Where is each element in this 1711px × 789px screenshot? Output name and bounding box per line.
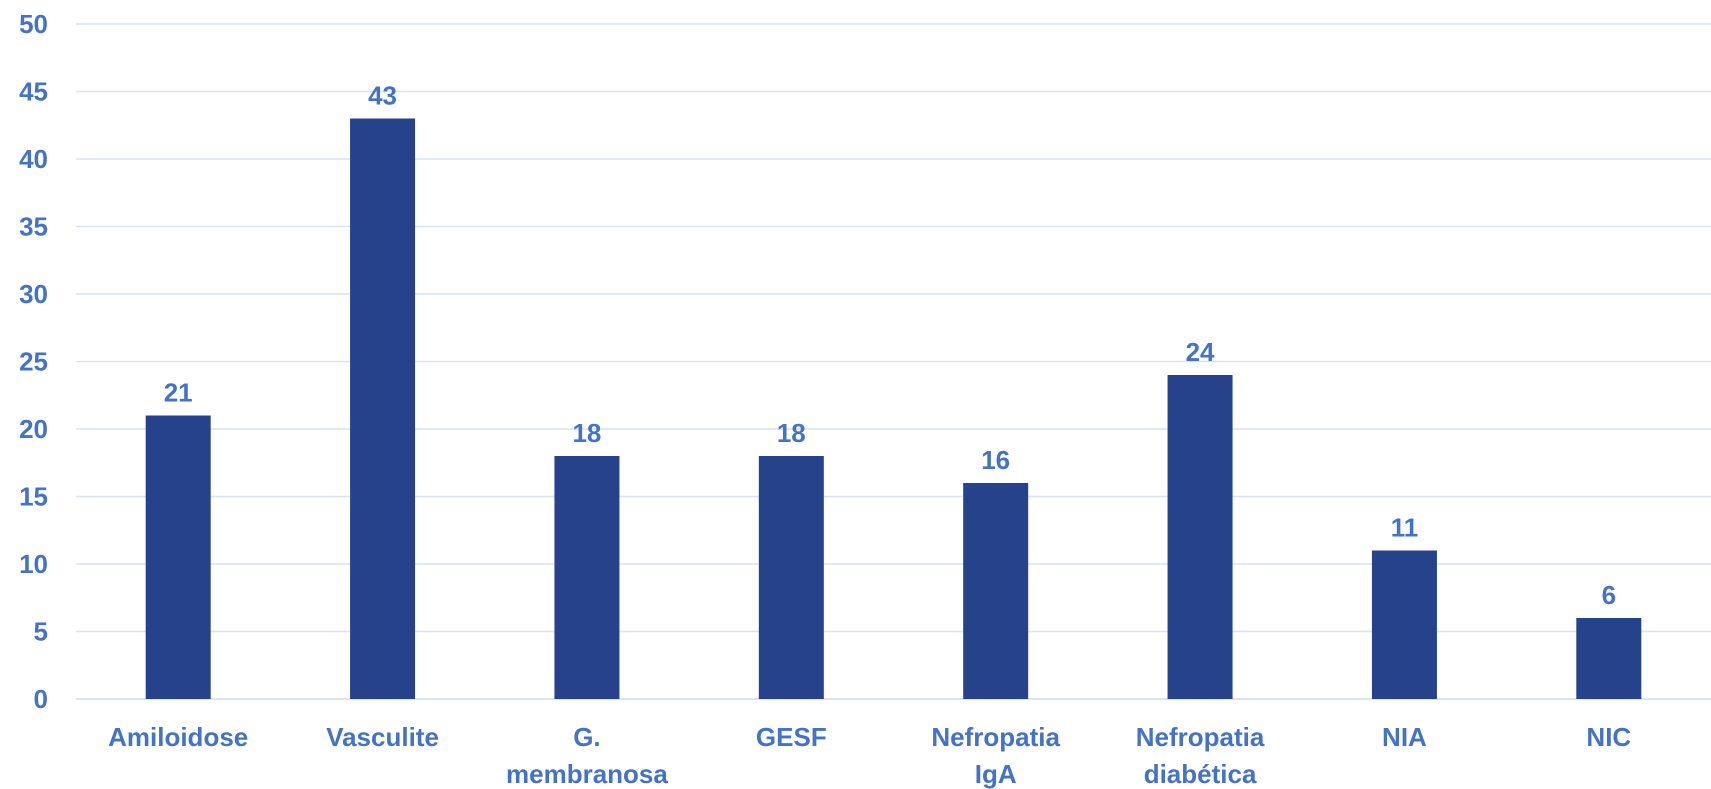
x-tick-label: NIC (1586, 722, 1631, 752)
x-tick-label: NIA (1382, 722, 1427, 752)
y-tick-label: 35 (19, 212, 48, 242)
x-tick-label: Vasculite (326, 722, 439, 752)
bars (145, 118, 1642, 699)
x-tick-label: Nefropatia IgA (931, 722, 1060, 789)
bar (758, 456, 824, 699)
data-label: 43 (368, 81, 397, 111)
y-tick-label: 40 (19, 144, 48, 174)
x-tick-label: G. membranosa (506, 722, 668, 789)
bar (1167, 375, 1233, 699)
bar (963, 483, 1029, 699)
x-tick-label: Amiloidose (108, 722, 248, 752)
y-tick-label: 50 (19, 9, 48, 39)
data-label: 11 (1391, 513, 1419, 543)
x-axis: Amiloidose Vasculite G. membranosa GESF Nefro… (108, 722, 1631, 789)
data-label: 16 (981, 445, 1010, 475)
bar (145, 415, 211, 699)
data-label: 18 (572, 418, 601, 448)
y-tick-label: 20 (19, 414, 48, 444)
data-label: 6 (1602, 580, 1616, 610)
y-axis: 0 5 10 15 20 25 30 35 40 45 50 (19, 9, 48, 714)
data-label: 21 (164, 378, 193, 408)
x-tick-label: GESF (756, 722, 827, 752)
y-tick-label: 45 (19, 77, 48, 107)
bar (1371, 550, 1437, 699)
bar (350, 118, 416, 699)
y-tick-label: 15 (19, 482, 48, 512)
y-tick-label: 5 (34, 617, 48, 647)
bar (554, 456, 620, 699)
bar (1576, 618, 1642, 699)
data-labels: 21 43 18 18 16 24 11 6 (164, 81, 1616, 611)
data-label: 24 (1186, 337, 1215, 367)
gridlines (76, 23, 1711, 700)
y-tick-label: 0 (34, 684, 48, 714)
y-tick-label: 10 (19, 549, 48, 579)
x-tick-label: Nefropatia diabética (1136, 722, 1265, 789)
y-tick-label: 30 (19, 279, 48, 309)
data-label: 18 (777, 418, 806, 448)
y-tick-label: 25 (19, 347, 48, 377)
